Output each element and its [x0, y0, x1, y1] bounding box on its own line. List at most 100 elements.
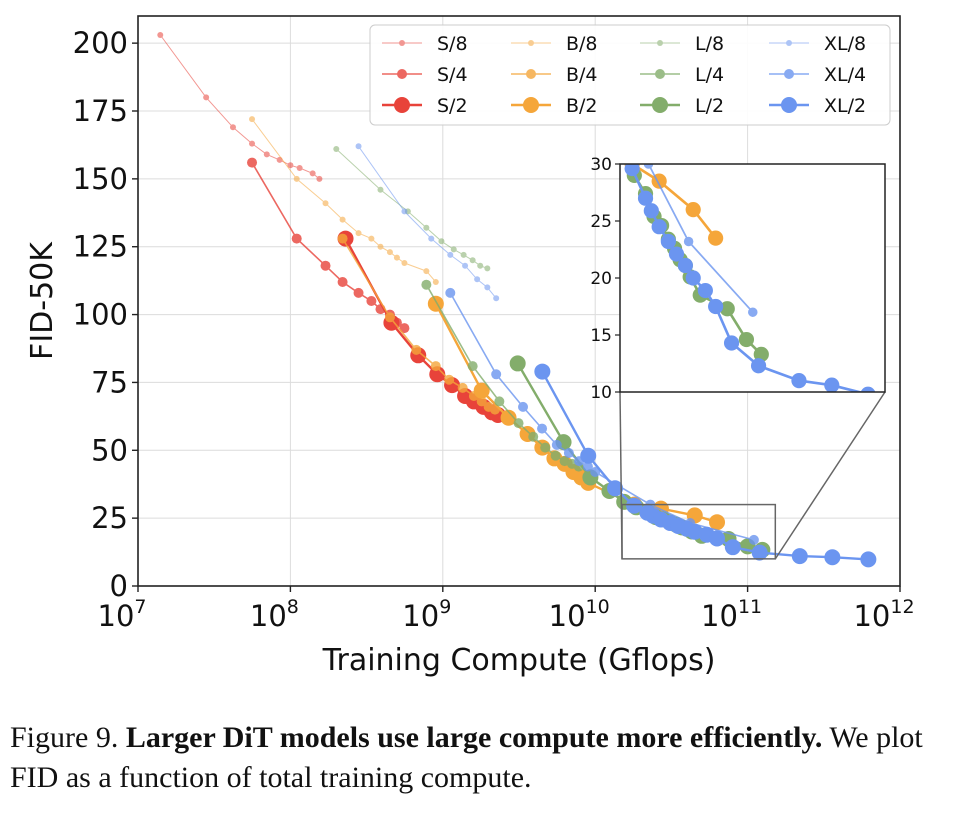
- data-point: [540, 442, 551, 453]
- inset-data-point: [660, 233, 676, 250]
- legend-marker: [657, 40, 663, 46]
- x-tick-label: 1012: [853, 596, 914, 633]
- data-point: [157, 32, 164, 38]
- data-point: [686, 523, 703, 540]
- inset-data-point: [708, 298, 724, 315]
- inset-data-point: [651, 219, 667, 235]
- inset-data-point: [581, 0, 591, 9]
- inset-y-tick-label: 20: [590, 269, 612, 289]
- legend-item: [769, 69, 809, 79]
- data-point: [444, 374, 455, 385]
- legend-marker: [784, 69, 794, 79]
- series-l-8: [333, 146, 491, 272]
- x-tick-label: 1011: [701, 596, 762, 633]
- data-point: [430, 361, 441, 372]
- inset-data-point: [719, 301, 735, 317]
- legend-label: S/8: [437, 33, 468, 55]
- inset-data-point: [738, 331, 755, 348]
- data-point: [518, 401, 529, 412]
- x-tick-label: 107: [98, 596, 147, 633]
- legend-item: [769, 40, 809, 46]
- y-tick-label: 0: [110, 569, 128, 603]
- legend-marker: [652, 97, 668, 113]
- data-point: [401, 208, 408, 215]
- plot-frame: [137, 15, 901, 587]
- data-point: [401, 260, 408, 266]
- data-point: [291, 233, 302, 244]
- inset-data-point: [683, 236, 694, 247]
- data-point: [320, 260, 331, 271]
- legend-label: B/4: [566, 64, 598, 86]
- inset-plot-area: [423, 0, 876, 392]
- legend-item: [511, 69, 551, 79]
- inset-data-point: [637, 190, 654, 206]
- fid-vs-compute-chart: 0 25 50 75 100 125 150 175 200 107 108 109 1010 1011 1…: [25, 0, 915, 678]
- data-point: [229, 124, 236, 131]
- data-point: [309, 170, 316, 177]
- data-point: [791, 548, 808, 565]
- zoom-connector: [619, 391, 623, 559]
- y-tick-label: 200: [73, 26, 128, 60]
- inset-data-point: [643, 203, 659, 219]
- data-point: [355, 230, 362, 237]
- data-point: [860, 551, 877, 568]
- legend-marker: [528, 40, 534, 46]
- inset-background: [620, 164, 885, 392]
- data-point: [607, 480, 624, 497]
- legend-item: [511, 97, 551, 113]
- legend-marker: [655, 69, 665, 79]
- x-tick-label: 108: [250, 596, 299, 633]
- inset-data-point: [615, 145, 630, 160]
- data-point: [534, 363, 551, 380]
- inset-y-tick-label: 30: [590, 155, 612, 175]
- inset-series-line: [647, 164, 754, 313]
- legend-marker: [786, 40, 792, 46]
- data-point: [423, 224, 430, 231]
- legend-item: [640, 40, 680, 46]
- x-tick-label: 109: [402, 596, 451, 633]
- data-point: [296, 165, 303, 171]
- inset-data-point: [860, 386, 876, 392]
- data-point: [550, 450, 561, 461]
- inset-data-point: [748, 307, 758, 317]
- inset-y-tick-label: 15: [590, 326, 612, 346]
- data-point: [473, 382, 490, 399]
- inset-data-point: [753, 346, 769, 362]
- data-point: [493, 295, 500, 302]
- inset-series-line: [423, 0, 576, 4]
- data-point: [316, 175, 323, 182]
- data-point: [247, 157, 258, 168]
- data-point: [355, 143, 362, 150]
- data-point: [366, 296, 377, 306]
- data-point: [724, 539, 741, 556]
- data-point: [203, 94, 210, 101]
- data-point: [432, 279, 439, 285]
- caption-text: We plot FID as a function of total train…: [10, 721, 923, 794]
- inset-data-point: [697, 282, 713, 299]
- caption-bold-text: Larger DiT models use large compute more…: [125, 721, 823, 754]
- data-point: [249, 116, 256, 123]
- inset-data-point: [668, 246, 685, 262]
- data-point: [421, 279, 432, 290]
- zoom-connector: [774, 391, 886, 560]
- data-point: [411, 344, 422, 355]
- data-point: [469, 257, 476, 264]
- y-tick-label: 25: [91, 501, 128, 535]
- data-point: [457, 382, 468, 393]
- inset-y-tick-label: 10: [590, 383, 612, 403]
- inset-series-xl-2: [624, 164, 876, 392]
- y-tick-label: 100: [73, 298, 128, 332]
- data-point: [484, 284, 491, 291]
- inset-data-point: [677, 257, 693, 274]
- data-point: [438, 238, 445, 245]
- data-point: [528, 431, 539, 442]
- inset-data-point: [708, 230, 724, 246]
- legend-item: [640, 69, 680, 79]
- data-point: [339, 216, 346, 223]
- data-point: [477, 262, 484, 269]
- legend-item: [640, 97, 680, 113]
- data-point: [322, 200, 329, 207]
- inset-data-point: [723, 335, 740, 351]
- y-axis-title: FID-50K: [25, 241, 60, 360]
- series-line: [449, 292, 755, 541]
